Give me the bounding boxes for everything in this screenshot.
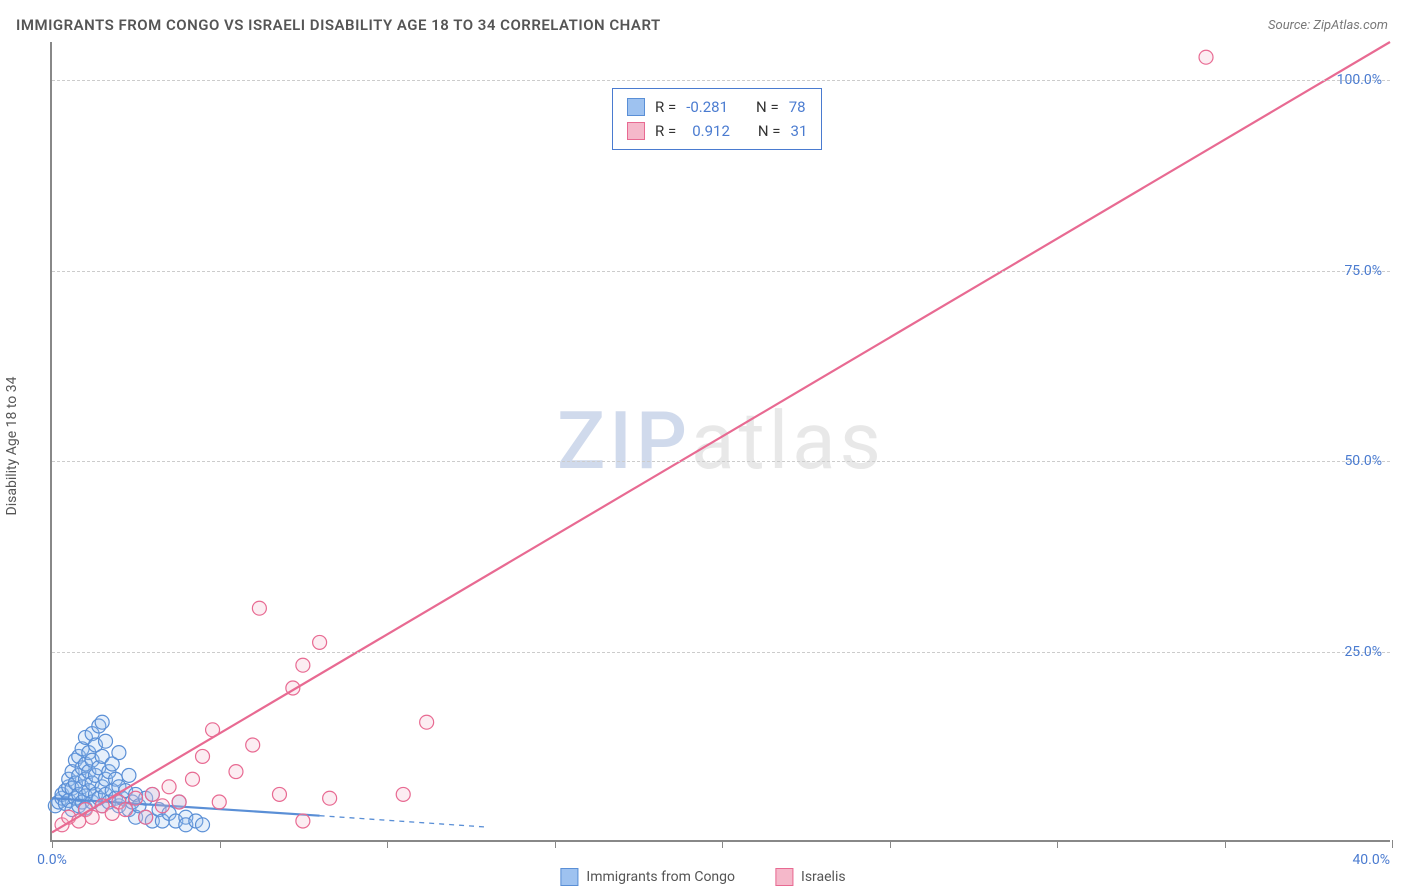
gridline: [52, 652, 1390, 653]
y-tick-label: 50.0%: [1344, 453, 1382, 469]
source-attribution: Source: ZipAtlas.com: [1268, 18, 1388, 33]
scatter-point: [420, 715, 434, 729]
scatter-point: [313, 635, 327, 649]
r-label: R =: [655, 119, 676, 143]
correlation-legend: R = -0.281 N = 78 R = 0.912 N = 31: [612, 88, 822, 150]
scatter-point: [129, 791, 143, 805]
n-value-congo: 78: [789, 95, 806, 119]
scatter-point: [186, 772, 200, 786]
x-tick: [220, 840, 221, 848]
scatter-point: [162, 780, 176, 794]
legend-swatch-israelis: [627, 122, 645, 140]
n-label: N =: [756, 95, 779, 119]
scatter-point: [139, 810, 153, 824]
scatter-point: [172, 795, 186, 809]
y-tick-label: 100.0%: [1337, 72, 1382, 88]
x-tick: [1057, 840, 1058, 848]
legend-swatch-icon: [775, 868, 793, 886]
chart-svg: [52, 42, 1390, 840]
plot-area: ZIPatlas R = -0.281 N = 78 R = 0.912 N =…: [50, 42, 1390, 842]
legend-label: Immigrants from Congo: [586, 869, 735, 885]
trend-line: [52, 42, 1390, 832]
r-value-israelis: 0.912: [692, 119, 730, 143]
legend-label: Israelis: [801, 869, 846, 885]
scatter-point: [112, 746, 126, 760]
y-axis-label: Disability Age 18 to 34: [4, 377, 20, 516]
legend-row-congo: R = -0.281 N = 78: [627, 95, 807, 119]
scatter-point: [155, 799, 169, 813]
r-label: R =: [655, 95, 676, 119]
y-tick-label: 25.0%: [1344, 644, 1382, 660]
legend-swatch-congo: [627, 98, 645, 116]
scatter-point: [296, 658, 310, 672]
x-tick: [1225, 840, 1226, 848]
chart-title: IMMIGRANTS FROM CONGO VS ISRAELI DISABIL…: [16, 16, 661, 34]
series-legend: Immigrants from Congo Israelis: [560, 868, 845, 886]
scatter-point: [246, 738, 260, 752]
r-value-congo: -0.281: [686, 95, 728, 119]
scatter-point: [212, 795, 226, 809]
legend-swatch-icon: [560, 868, 578, 886]
x-tick: [555, 840, 556, 848]
scatter-point: [95, 715, 109, 729]
scatter-point: [229, 765, 243, 779]
gridline: [52, 461, 1390, 462]
scatter-point: [396, 787, 410, 801]
x-tick: [722, 840, 723, 848]
scatter-point: [196, 749, 210, 763]
x-tick: [1392, 840, 1393, 848]
legend-item-israelis: Israelis: [775, 868, 846, 886]
legend-row-israelis: R = 0.912 N = 31: [627, 119, 807, 143]
x-tick-label: 0.0%: [37, 852, 67, 868]
gridline: [52, 271, 1390, 272]
scatter-point: [272, 787, 286, 801]
scatter-point: [323, 791, 337, 805]
scatter-point: [145, 787, 159, 801]
scatter-point: [296, 814, 310, 828]
x-tick: [52, 840, 53, 848]
x-tick: [890, 840, 891, 848]
scatter-point: [252, 601, 266, 615]
scatter-point: [1199, 50, 1213, 64]
scatter-point: [122, 768, 136, 782]
scatter-point: [99, 734, 113, 748]
scatter-point: [196, 818, 210, 832]
n-label: N =: [758, 119, 781, 143]
scatter-point: [119, 803, 133, 817]
x-tick-label: 40.0%: [1352, 852, 1390, 868]
gridline: [52, 80, 1390, 81]
y-tick-label: 75.0%: [1344, 263, 1382, 279]
legend-item-congo: Immigrants from Congo: [560, 868, 735, 886]
n-value-israelis: 31: [791, 119, 808, 143]
trend-line-extension: [320, 816, 487, 827]
x-tick: [387, 840, 388, 848]
